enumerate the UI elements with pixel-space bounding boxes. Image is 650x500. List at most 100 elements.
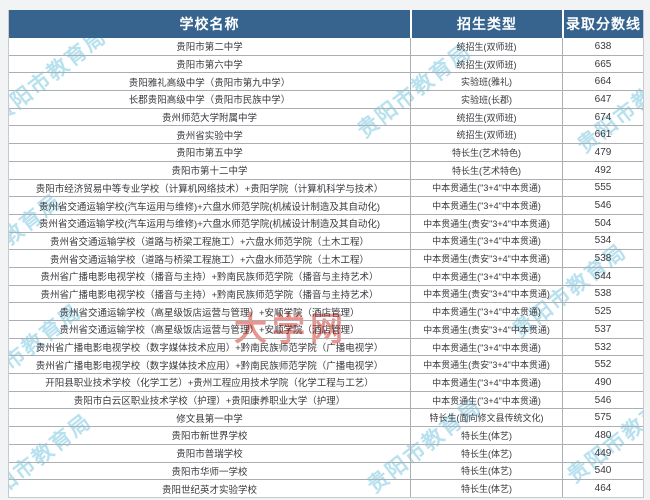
school-cell: 贵州省广播电影电视学校（播音与主持）+黔南民族师范学院（播音与主持艺术） bbox=[40, 272, 379, 284]
type-cell: 特长生(艺术特色) bbox=[410, 144, 562, 161]
table-row: 贵阳市第六中学 统招生(双师班) 665 bbox=[9, 55, 643, 74]
table-row: 贵州省交通运输学校（道路与桥梁工程施工）+六盘水师范学院（土木工程） 中本贯通生(… bbox=[9, 232, 643, 251]
type-cell: 统招生(双师班) bbox=[410, 38, 562, 55]
type-cell: 中本贯通生("3+4"中本贯通) bbox=[410, 303, 562, 320]
type-cell: 中本贯通生("3+4"中本贯通) bbox=[410, 374, 562, 391]
table-row: 长郡贵阳高级中学（贵阳市民族中学） 实验班(长郡) 647 bbox=[9, 91, 643, 109]
type-cell: 特长生(体艺) bbox=[410, 427, 562, 444]
school-cell: 长郡贵阳高级中学（贵阳市民族中学） bbox=[128, 95, 291, 107]
score-cell: 479 bbox=[562, 144, 643, 161]
score-cell: 661 bbox=[562, 126, 643, 144]
table-row: 贵阳雅礼高级中学（贵阳市第九中学） 实验班(雅礼) 664 bbox=[9, 73, 643, 92]
school-cell: 贵州省交通运输学校(汽车运用与维修)+六盘水师范学院(机械设计制造及其自动化) bbox=[38, 219, 381, 231]
school-cell: 贵阳市经济贸易中等专业学校（计算机网络技术）+贵阳学院（计算机科学与技术） bbox=[35, 183, 384, 195]
table-row: 开阳县职业技术学校（化学工艺）+贵州工程应用技术学院（化学工程与工艺） 中本贯通生… bbox=[9, 374, 643, 392]
table-row: 贵阳市普瑞学校 特长生(体艺) 449 bbox=[9, 444, 643, 463]
score-cell: 664 bbox=[562, 73, 643, 91]
score-cell: 674 bbox=[562, 108, 643, 126]
table-row: 贵州省广播电影电视学校（数字媒体技术应用）+黔南民族师范学院（广播电视学） 中本贯… bbox=[9, 338, 643, 357]
score-cell: 532 bbox=[562, 338, 643, 356]
table-row: 贵州省交通运输学校(汽车运用与维修)+六盘水师范学院(机械设计制造及其自动化) 中… bbox=[9, 214, 643, 233]
header-cell-type: 招生类型 bbox=[410, 10, 562, 38]
table-header: 学校名称 招生类型 录取分数线 bbox=[9, 10, 643, 38]
school-cell: 贵阳市新世界学校 bbox=[171, 431, 248, 443]
score-cell: 665 bbox=[562, 55, 643, 73]
type-cell: 中本贯通生("3+4"中本贯通) bbox=[410, 267, 562, 285]
score-cell: 490 bbox=[562, 374, 643, 391]
type-cell: 实验班(长郡) bbox=[410, 91, 562, 108]
school-cell: 贵州省广播电影电视学校（播音与主持）+黔南民族师范学院（播音与主持艺术） bbox=[40, 289, 379, 301]
table-row: 贵阳市第五中学 特长生(艺术特色) 479 bbox=[9, 144, 643, 162]
school-cell: 贵阳雅礼高级中学（贵阳市第九中学） bbox=[128, 77, 291, 89]
table-row: 贵州师范大学附属中学 统招生(双师班) 674 bbox=[9, 108, 643, 127]
score-cell: 555 bbox=[562, 179, 643, 197]
table-row: 贵州省交通运输学校(汽车运用与维修)+六盘水师范学院(机械设计制造及其自动化) 中… bbox=[9, 197, 643, 215]
score-cell: 540 bbox=[562, 462, 643, 480]
type-cell: 特长生(艺术特色) bbox=[410, 161, 562, 179]
table: 学校名称 招生类型 录取分数线 贵阳市第二中学 统招生(双师班) 638 贵阳市第六中… bbox=[9, 10, 643, 497]
school-cell: 贵州省交通运输学校（高星级饭店运营与管理）+安顺学院（酒店管理） bbox=[59, 307, 360, 319]
school-cell: 贵阳世纪英才实验学校 bbox=[161, 484, 257, 496]
type-cell: 中本贯通生("3+4"中本贯通) bbox=[410, 197, 562, 214]
type-cell: 中本贯通生("3+4"中本贯通) bbox=[410, 338, 562, 356]
school-cell: 贵州省实验中学 bbox=[176, 130, 243, 142]
score-cell: 480 bbox=[562, 427, 643, 444]
score-cell: 538 bbox=[562, 285, 643, 303]
score-cell: 525 bbox=[562, 303, 643, 320]
type-cell: 中本贯通生(贵安"3+4"中本贯通) bbox=[410, 214, 562, 232]
score-cell: 546 bbox=[562, 197, 643, 214]
score-cell: 464 bbox=[562, 480, 643, 497]
type-cell: 实验班(雅礼) bbox=[410, 73, 562, 91]
type-cell: 中本贯通生("3+4"中本贯通) bbox=[410, 232, 562, 250]
table-row: 贵州省广播电影电视学校（播音与主持）+黔南民族师范学院（播音与主持艺术） 中本贯通… bbox=[9, 285, 643, 304]
school-cell: 贵阳市普瑞学校 bbox=[176, 449, 243, 461]
header-cell-school: 学校名称 bbox=[9, 10, 410, 38]
type-cell: 中本贯通生("3+4"中本贯通) bbox=[410, 179, 562, 197]
school-cell: 贵阳市华师一学校 bbox=[171, 466, 248, 478]
school-cell: 贵州省广播电影电视学校（数字媒体技术应用）+黔南民族师范学院（广播电视学） bbox=[35, 343, 384, 355]
score-cell: 552 bbox=[562, 356, 643, 374]
school-cell: 贵阳市第六中学 bbox=[176, 60, 243, 72]
score-table: 贵阳市教育局 贵阳市教育局 贵阳市教育局 贵阳市教育局 贵阳市教育局 贵阳市教育… bbox=[8, 10, 644, 498]
type-cell: 中本贯通生("3+4"中本贯通) bbox=[410, 391, 562, 409]
table-row: 贵州省实验中学 统招生(双师班) 661 bbox=[9, 126, 643, 145]
table-row: 贵阳世纪英才实验学校 特长生(体艺) 464 bbox=[9, 480, 643, 497]
table-row: 贵州省广播电影电视学校（数字媒体技术应用）+黔南民族师范学院（广播电视学） 中本贯… bbox=[9, 356, 643, 375]
type-cell: 特长生(体艺) bbox=[410, 480, 562, 497]
school-cell: 贵州省交通运输学校（高星级饭店运营与管理）+安顺学院（酒店管理） bbox=[59, 325, 360, 337]
table-row: 贵州省交通运输学校（高星级饭店运营与管理）+安顺学院（酒店管理） 中本贯通生("3… bbox=[9, 303, 643, 321]
type-cell: 中本贯通生(贵安"3+4"中本贯通) bbox=[410, 321, 562, 338]
school-cell: 贵阳市第五中学 bbox=[176, 148, 243, 160]
type-cell: 统招生(双师班) bbox=[410, 55, 562, 73]
school-cell: 贵州省广播电影电视学校（数字媒体技术应用）+黔南民族师范学院（广播电视学） bbox=[35, 360, 384, 372]
type-cell: 特长生(体艺) bbox=[410, 444, 562, 462]
score-cell: 546 bbox=[562, 391, 643, 409]
table-row: 贵州省广播电影电视学校（播音与主持）+黔南民族师范学院（播音与主持艺术） 中本贯通… bbox=[9, 267, 643, 286]
score-cell: 449 bbox=[562, 444, 643, 462]
school-cell: 贵阳市第十二中学 bbox=[171, 166, 248, 178]
table-row: 贵阳市经济贸易中等专业学校（计算机网络技术）+贵阳学院（计算机科学与技术） 中本贯… bbox=[9, 179, 643, 198]
table-row: 贵州省交通运输学校（高星级饭店运营与管理）+安顺学院（酒店管理） 中本贯通生(贵安… bbox=[9, 321, 643, 339]
header-cell-score: 录取分数线 bbox=[562, 10, 643, 38]
score-cell: 544 bbox=[562, 267, 643, 285]
table-row: 贵州省交通运输学校（道路与桥梁工程施工）+六盘水师范学院（土木工程） 中本贯通生(… bbox=[9, 250, 643, 268]
type-cell: 中本贯通生(贵安"3+4"中本贯通) bbox=[410, 285, 562, 303]
score-cell: 504 bbox=[562, 214, 643, 232]
table-body: 贵阳市第二中学 统招生(双师班) 638 贵阳市第六中学 统招生(双师班) 665 贵阳雅礼… bbox=[9, 38, 643, 497]
score-cell: 575 bbox=[562, 409, 643, 427]
table-row: 贵阳市白云区职业技术学校（护理）+贵阳康养职业大学（护理） 中本贯通生("3+4"… bbox=[9, 391, 643, 410]
score-cell: 537 bbox=[562, 321, 643, 338]
table-row: 贵阳市第二中学 统招生(双师班) 638 bbox=[9, 38, 643, 56]
school-cell: 贵州省交通运输学校(汽车运用与维修)+六盘水师范学院(机械设计制造及其自动化) bbox=[38, 201, 381, 213]
type-cell: 统招生(双师班) bbox=[410, 108, 562, 126]
score-cell: 638 bbox=[562, 38, 643, 55]
school-cell: 贵阳市第二中学 bbox=[176, 42, 243, 54]
type-cell: 统招生(双师班) bbox=[410, 126, 562, 144]
school-cell: 开阳县职业技术学校（化学工艺）+贵州工程应用技术学院（化学工程与工艺） bbox=[45, 378, 374, 390]
type-cell: 特长生(体艺) bbox=[410, 462, 562, 480]
table-row: 贵阳市第十二中学 特长生(艺术特色) 492 bbox=[9, 161, 643, 180]
type-cell: 特长生(面向修文县传统文化) bbox=[410, 409, 562, 427]
score-cell: 538 bbox=[562, 250, 643, 267]
school-cell: 贵州省交通运输学校（道路与桥梁工程施工）+六盘水师范学院（土木工程） bbox=[49, 254, 370, 266]
